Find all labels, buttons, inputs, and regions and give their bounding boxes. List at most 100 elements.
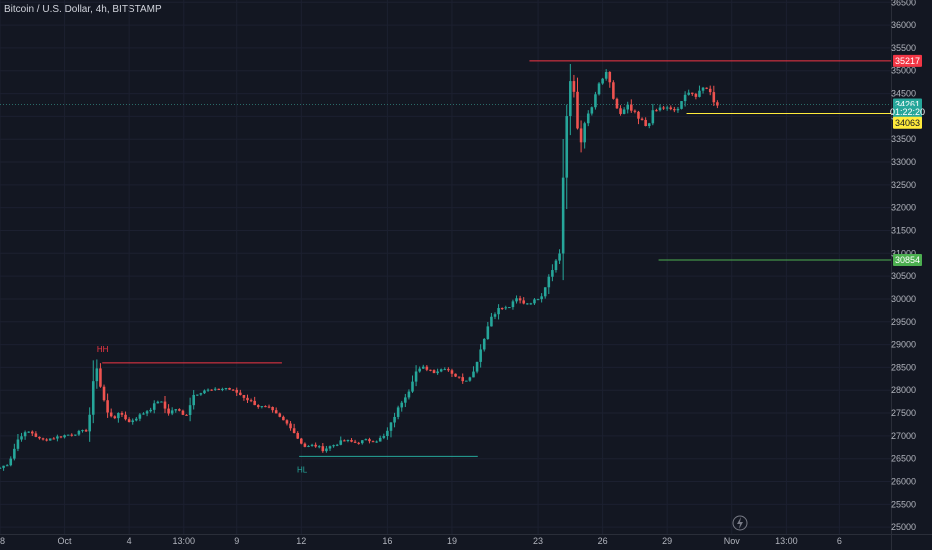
candle-down — [633, 110, 637, 112]
candle-up — [533, 299, 536, 304]
price-tick-label: 36500 — [891, 0, 916, 7]
time-tick-label: 12 — [296, 536, 306, 546]
candle-up — [493, 314, 497, 317]
time-tick-label: 19 — [447, 536, 457, 546]
candle-down — [450, 370, 454, 374]
candle-up — [27, 431, 30, 433]
candle-up — [317, 446, 321, 448]
candle-down — [716, 102, 719, 106]
price-tick-label: 28500 — [891, 362, 916, 372]
price-tick-label: 25000 — [891, 522, 916, 532]
candle-down — [45, 439, 48, 441]
price-badge — [893, 106, 922, 119]
candle-up — [626, 104, 630, 110]
candle-up — [597, 83, 601, 95]
candle-up — [536, 299, 540, 301]
candle-down — [249, 400, 253, 402]
candle-down — [296, 433, 300, 439]
candle-down — [124, 414, 127, 420]
candle-up — [465, 380, 468, 382]
candle-down — [267, 406, 271, 408]
candle-up — [479, 349, 482, 362]
candle-up — [658, 107, 662, 111]
candle-down — [579, 128, 583, 143]
candle-up — [91, 381, 95, 415]
candle-up — [561, 177, 565, 254]
time-tick-label: 26 — [598, 536, 608, 546]
candle-up — [170, 410, 174, 414]
candle-down — [181, 410, 185, 415]
candle-up — [213, 388, 217, 390]
candle-up — [475, 361, 479, 372]
candle-up — [411, 381, 414, 392]
price-badge-label: 34063 — [895, 118, 920, 128]
candle-up — [13, 448, 16, 459]
candles — [0, 63, 719, 471]
candle-down — [256, 405, 260, 407]
candle-up — [436, 371, 439, 374]
candle-down — [576, 91, 579, 129]
candle-down — [120, 413, 124, 415]
candle-down — [271, 406, 274, 411]
candle-up — [260, 406, 264, 408]
price-tick-label: 25500 — [891, 499, 916, 509]
price-tick-label: 29500 — [891, 317, 916, 327]
candle-up — [525, 303, 529, 305]
annotations: HH HL — [97, 345, 308, 474]
price-tick-label: 32500 — [891, 180, 916, 190]
candle-up — [203, 390, 206, 394]
candle-up — [188, 405, 192, 415]
candle-up — [386, 430, 389, 437]
candle-down — [246, 397, 249, 401]
candle-up — [382, 436, 386, 438]
price-tick-label: 26500 — [891, 454, 916, 464]
candle-down — [303, 443, 307, 447]
candle-down — [619, 108, 622, 114]
time-tick-label: 23 — [533, 536, 543, 546]
candle-down — [454, 373, 457, 377]
candle-down — [572, 81, 576, 92]
candle-up — [400, 402, 404, 408]
candle-up — [511, 301, 515, 308]
candle-down — [52, 438, 56, 440]
candle-up — [468, 377, 472, 381]
candle-down — [113, 416, 117, 419]
candle-up — [328, 446, 332, 449]
chart-title: Bitcoin / U.S. Dollar, 4h, BITSTAMP — [4, 4, 162, 15]
candle-up — [77, 430, 81, 435]
time-axis[interactable]: 28 Oct 4 13:00 9 12 16 19 23 26 29 Nov 13:00 6 — [0, 534, 932, 547]
candle-down — [447, 369, 450, 371]
candle-up — [325, 448, 328, 452]
candle-up — [569, 81, 572, 117]
candle-down — [343, 440, 346, 442]
candle-up — [335, 444, 339, 446]
candle-up — [472, 371, 475, 378]
candle-up — [414, 371, 418, 382]
candle-up — [443, 369, 447, 371]
candle-down — [185, 414, 188, 416]
candle-down — [285, 420, 289, 424]
price-tick-label: 34500 — [891, 89, 916, 99]
candle-up — [439, 369, 443, 372]
time-tick-label: 13:00 — [775, 536, 798, 546]
candle-down — [38, 436, 41, 439]
candle-down — [368, 439, 371, 442]
candle-down — [712, 92, 716, 103]
candle-down — [500, 308, 504, 310]
price-axis[interactable]: 25000 25500 26000 26500 27000 27500 28000 28500… — [891, 0, 932, 550]
candle-down — [522, 300, 525, 304]
candle-down — [102, 386, 106, 401]
candle-down — [615, 98, 619, 109]
candle-up — [138, 414, 142, 419]
candle-down — [106, 400, 109, 413]
candle-down — [690, 92, 694, 94]
candle-up — [586, 113, 590, 124]
candle-down — [429, 369, 432, 371]
candle-up — [486, 326, 490, 339]
candle-down — [278, 413, 282, 417]
price-tick-label: 27000 — [891, 431, 916, 441]
candle-up — [601, 78, 604, 84]
candle-up — [540, 296, 543, 300]
flash-icon[interactable] — [732, 515, 748, 531]
